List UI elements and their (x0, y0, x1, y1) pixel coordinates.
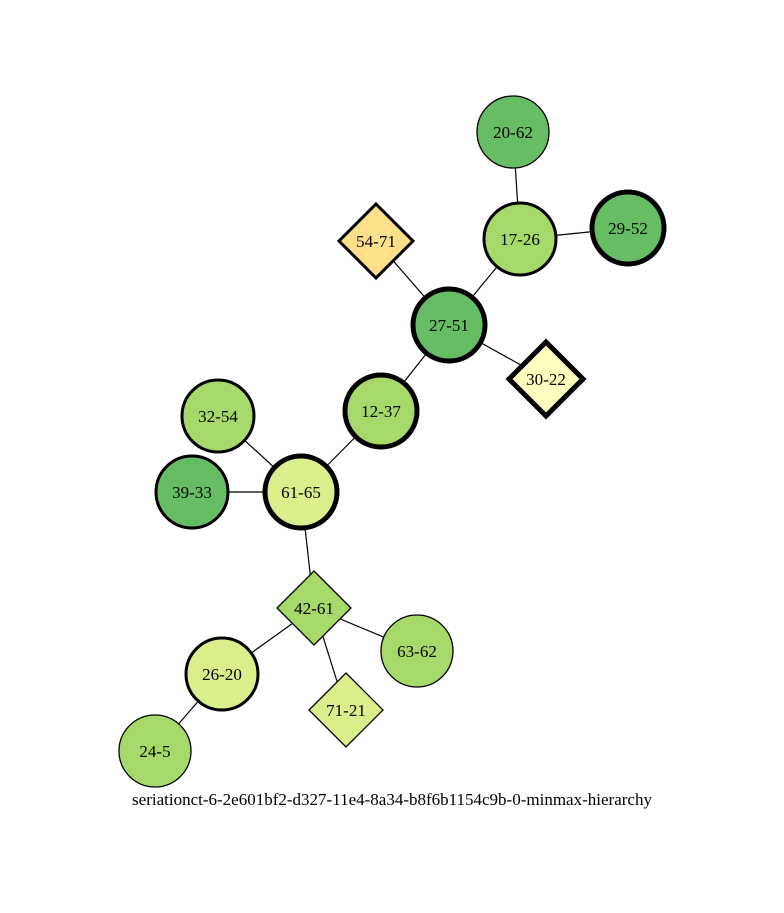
diamond-node-shape (308, 672, 384, 748)
diamond-node-shape (505, 338, 587, 420)
circle-node-shape (184, 636, 260, 712)
node-32-54: 32-54 (180, 378, 256, 454)
circle-node-shape (262, 453, 340, 531)
node-71-21: 71-21 (308, 672, 384, 748)
node-63-62: 63-62 (380, 614, 454, 688)
circle-node-shape (154, 454, 230, 530)
node-label: 61-65 (281, 483, 321, 502)
node-61-65: 61-65 (262, 453, 340, 531)
node-39-33: 39-33 (154, 454, 230, 530)
node-42-61: 42-61 (276, 570, 352, 646)
node-label: 63-62 (397, 642, 437, 661)
node-20-62: 20-62 (476, 95, 550, 169)
node-17-26: 17-26 (482, 201, 558, 277)
diamond-node-shape (276, 570, 352, 646)
circle-node-shape (476, 95, 550, 169)
node-layer: 20-62 17-26 29-52 54-71 27-51 30-22 32-54 12-37… (118, 95, 667, 788)
node-label: 42-61 (294, 599, 334, 618)
node-label: 27-51 (429, 316, 469, 335)
circle-node-shape (118, 714, 192, 788)
diamond-node-shape (336, 201, 416, 281)
node-29-52: 29-52 (589, 189, 667, 267)
circle-node-shape (342, 372, 420, 450)
node-12-37: 12-37 (342, 372, 420, 450)
node-label: 17-26 (500, 230, 540, 249)
node-label: 24-5 (139, 742, 170, 761)
node-label: 29-52 (608, 219, 648, 238)
node-24-5: 24-5 (118, 714, 192, 788)
circle-node-shape (380, 614, 454, 688)
circle-node-shape (589, 189, 667, 267)
node-27-51: 27-51 (410, 286, 488, 364)
graph-caption: seriationct-6-2e601bf2-d327-11e4-8a34-b8… (132, 790, 652, 809)
node-label: 39-33 (172, 483, 212, 502)
node-54-71: 54-71 (336, 201, 416, 281)
node-label: 30-22 (526, 370, 566, 389)
node-30-22: 30-22 (505, 338, 587, 420)
circle-node-shape (180, 378, 256, 454)
node-label: 26-20 (202, 665, 242, 684)
node-label: 32-54 (198, 407, 238, 426)
circle-node-shape (410, 286, 488, 364)
node-label: 20-62 (493, 123, 533, 142)
node-label: 54-71 (356, 232, 396, 251)
node-label: 12-37 (361, 402, 401, 421)
node-26-20: 26-20 (184, 636, 260, 712)
node-label: 71-21 (326, 701, 366, 720)
circle-node-shape (482, 201, 558, 277)
